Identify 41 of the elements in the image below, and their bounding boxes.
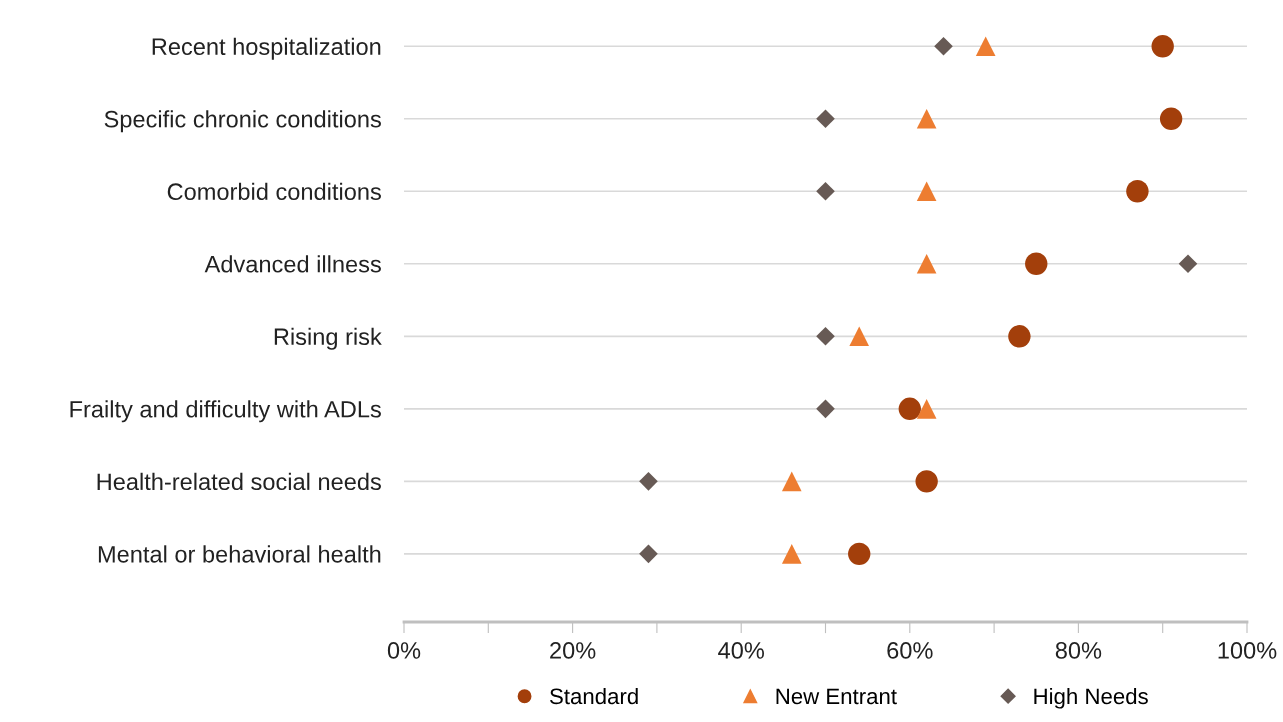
point (816, 326, 835, 346)
point (898, 397, 921, 421)
point (1159, 107, 1183, 130)
point (781, 471, 802, 492)
point (849, 326, 870, 347)
point (781, 544, 802, 564)
legend-label: Standard (550, 687, 638, 705)
point (916, 181, 937, 202)
point (1008, 325, 1031, 348)
y-tick-label: Recent hospitalization (152, 37, 381, 60)
y-tick-label: Health-related social needs (97, 472, 381, 491)
x-tick-label: 60% (887, 642, 933, 659)
point (1178, 254, 1198, 274)
legend-label: New Entrant (776, 688, 897, 705)
point (848, 542, 871, 566)
point (975, 36, 996, 57)
point (1151, 35, 1174, 58)
y-tick-label: Specific chronic conditions (104, 110, 381, 133)
point (816, 109, 835, 129)
legend-label: High Needs (1034, 687, 1148, 709)
point (934, 36, 953, 56)
point (915, 470, 938, 493)
y-tick-label: Advanced illness (204, 255, 381, 273)
point (1025, 252, 1048, 275)
y-tick-label: Comorbid conditions (167, 182, 381, 201)
x-tick-label: 40% (718, 642, 764, 659)
y-tick-label: Frailty and difficulty with ADLs (70, 400, 381, 423)
x-tick-label: 20% (550, 642, 596, 659)
x-tick-label: 0% (387, 642, 421, 659)
point (639, 544, 658, 564)
point (1126, 180, 1149, 203)
x-tick-label: 80% (1055, 642, 1102, 659)
point (916, 108, 937, 129)
y-tick-label: Mental or behavioral health (98, 545, 381, 563)
point (816, 181, 835, 201)
y-tick-label: Rising risk (274, 327, 382, 350)
point (639, 472, 658, 491)
x-tick-label: 100% (1218, 642, 1277, 659)
point (816, 399, 835, 419)
point (916, 398, 937, 419)
point (916, 253, 937, 274)
